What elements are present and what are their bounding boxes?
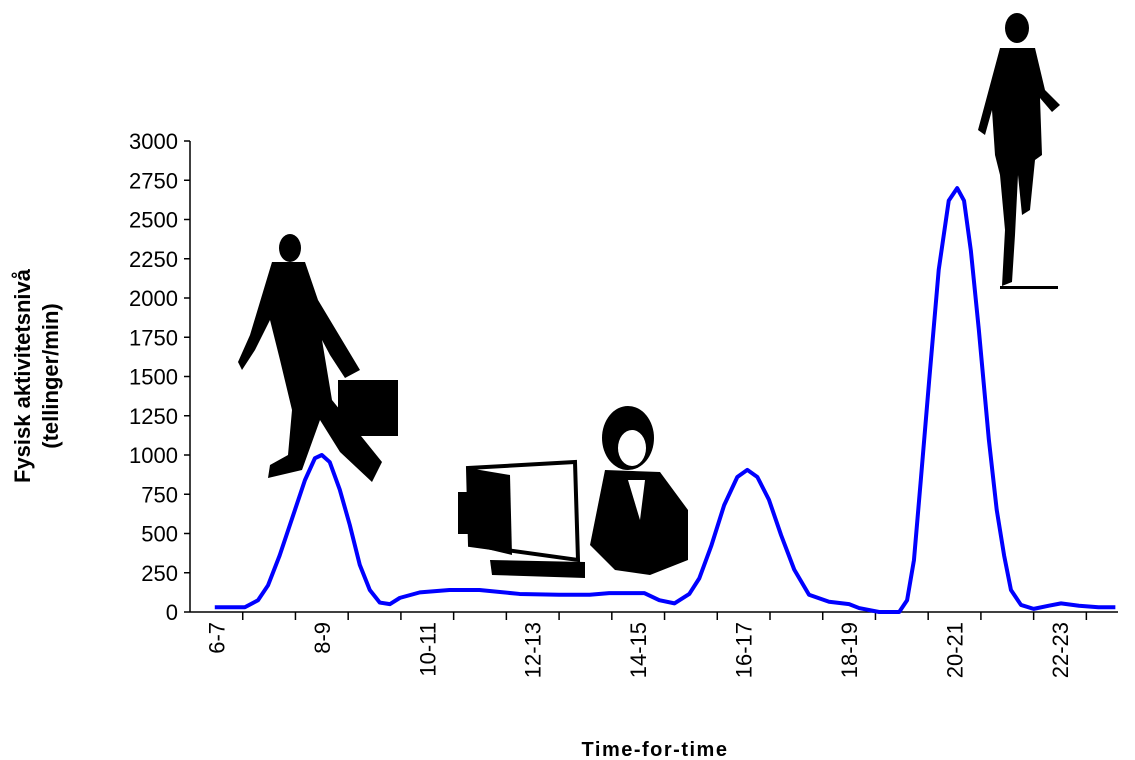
x-tick-label: 10-11 bbox=[415, 622, 440, 677]
y-tick-label: 1250 bbox=[129, 404, 178, 429]
y-axis-label: Fysisk aktivitetsnivå bbox=[10, 268, 35, 483]
office-worker-icon bbox=[458, 406, 688, 578]
y-tick-label: 3000 bbox=[129, 129, 178, 154]
data-line bbox=[214, 186, 1116, 614]
runner-icon bbox=[978, 13, 1060, 289]
x-tick-label: 22-23 bbox=[1048, 622, 1073, 678]
y-tick-label: 1750 bbox=[129, 325, 178, 350]
x-tick-label: 20-21 bbox=[943, 622, 968, 678]
y-tick-label: 500 bbox=[141, 522, 178, 547]
y-tick-label: 2500 bbox=[129, 208, 178, 233]
y-tick-label: 2250 bbox=[129, 247, 178, 272]
x-tick-label: 8-9 bbox=[310, 622, 335, 654]
walking-man-icon bbox=[238, 234, 398, 482]
x-tick-label: 12-13 bbox=[521, 622, 546, 678]
y-tick-label: 1000 bbox=[129, 443, 178, 468]
x-axis-label: Time-for-time bbox=[582, 739, 729, 760]
y-tick-label: 250 bbox=[141, 561, 178, 586]
x-tick-label: 18-19 bbox=[837, 622, 862, 678]
y-tick-label: 2750 bbox=[129, 168, 178, 193]
x-tick-label: 6-7 bbox=[204, 622, 229, 654]
x-tick-label: 16-17 bbox=[732, 622, 757, 678]
y-axis-label: (tellinger/min) bbox=[38, 303, 63, 448]
y-tick-label: 750 bbox=[141, 482, 178, 507]
y-tick-label: 0 bbox=[166, 600, 178, 625]
x-tick-label: 14-15 bbox=[626, 622, 651, 678]
y-tick-label: 2000 bbox=[129, 286, 178, 311]
y-tick-label: 1500 bbox=[129, 365, 178, 390]
